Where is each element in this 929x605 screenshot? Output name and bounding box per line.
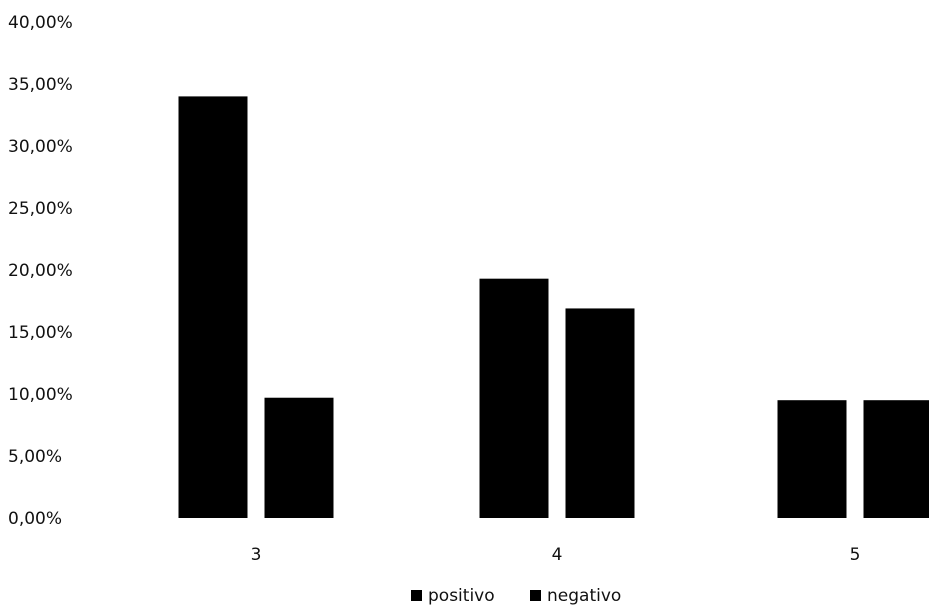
y-axis: 0,00% 5,00% 10,00% 15,00% 20,00% 25,00% 30,00%… xyxy=(8,13,73,529)
x-tick-label: 5 xyxy=(850,545,861,565)
y-tick-label: 40,00% xyxy=(8,13,73,33)
x-tick-label: 4 xyxy=(552,545,563,565)
legend-swatch-negativo xyxy=(530,590,541,601)
legend-swatch-positivo xyxy=(411,590,422,601)
bar-positivo-5 xyxy=(777,400,847,518)
x-axis: 3 4 5 xyxy=(251,545,861,565)
y-tick-label: 25,00% xyxy=(8,199,73,219)
legend: positivo negativo xyxy=(411,586,621,605)
y-tick-label: 15,00% xyxy=(8,323,73,343)
y-tick-label: 20,00% xyxy=(8,261,73,281)
legend-label-negativo: negativo xyxy=(547,586,621,605)
bar-negativo-3 xyxy=(264,397,334,518)
y-tick-label: 5,00% xyxy=(8,447,62,467)
x-tick-label: 3 xyxy=(251,545,262,565)
bar-positivo-3 xyxy=(178,96,248,519)
y-tick-label: 30,00% xyxy=(8,137,73,157)
bar-negativo-5 xyxy=(863,400,929,518)
bar-negativo-4 xyxy=(565,308,635,518)
y-tick-label: 35,00% xyxy=(8,75,73,95)
y-tick-label: 0,00% xyxy=(8,509,62,529)
bar-positivo-4 xyxy=(479,278,549,518)
legend-label-positivo: positivo xyxy=(428,586,495,605)
y-tick-label: 10,00% xyxy=(8,385,73,405)
plot-area xyxy=(178,96,929,519)
